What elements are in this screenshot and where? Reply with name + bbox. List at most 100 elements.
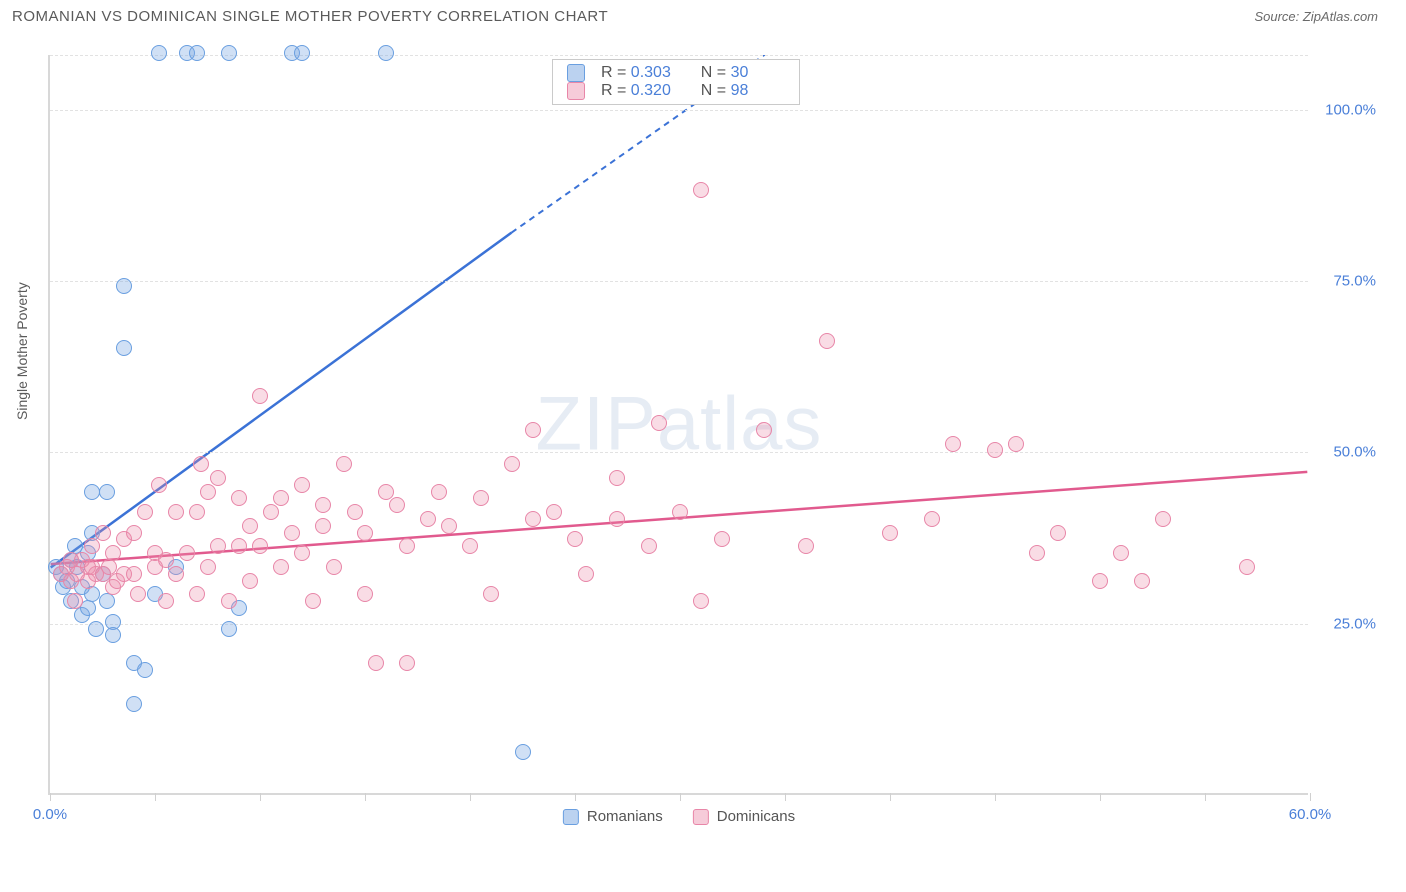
data-point	[756, 422, 772, 438]
data-point	[336, 456, 352, 472]
data-point	[378, 45, 394, 61]
data-point	[525, 422, 541, 438]
x-tick	[890, 793, 891, 801]
x-tick	[1205, 793, 1206, 801]
data-point	[189, 586, 205, 602]
x-tick	[785, 793, 786, 801]
data-point	[1050, 525, 1066, 541]
data-point	[399, 538, 415, 554]
data-point	[126, 525, 142, 541]
data-point	[609, 511, 625, 527]
data-point	[567, 531, 583, 547]
data-point	[368, 655, 384, 671]
data-point	[84, 586, 100, 602]
data-point	[252, 538, 268, 554]
data-point	[294, 45, 310, 61]
gridline	[50, 281, 1308, 282]
data-point	[294, 477, 310, 493]
y-axis-label: Single Mother Poverty	[14, 282, 30, 420]
data-point	[945, 436, 961, 452]
data-point	[357, 586, 373, 602]
data-point	[798, 538, 814, 554]
data-point	[609, 470, 625, 486]
legend-row-romanians: R = 0.303 N = 30	[567, 64, 785, 82]
x-tick	[50, 793, 51, 801]
data-point	[130, 586, 146, 602]
y-tick-label: 50.0%	[1333, 444, 1376, 461]
data-point	[294, 545, 310, 561]
data-point	[714, 531, 730, 547]
data-point	[158, 593, 174, 609]
series-legend: Romanians Dominicans	[563, 808, 795, 825]
x-tick	[470, 793, 471, 801]
data-point	[105, 627, 121, 643]
data-point	[84, 484, 100, 500]
data-point	[273, 559, 289, 575]
x-tick-label: 60.0%	[1289, 806, 1332, 823]
data-point	[882, 525, 898, 541]
data-point	[924, 511, 940, 527]
x-tick	[575, 793, 576, 801]
data-point	[515, 744, 531, 760]
data-point	[378, 484, 394, 500]
data-point	[231, 538, 247, 554]
data-point	[273, 490, 289, 506]
data-point	[221, 45, 237, 61]
data-point	[126, 566, 142, 582]
data-point	[431, 484, 447, 500]
data-point	[67, 593, 83, 609]
watermark: ZIPatlas	[536, 381, 823, 468]
data-point	[252, 388, 268, 404]
data-point	[88, 621, 104, 637]
x-tick	[1310, 793, 1311, 801]
data-point	[389, 497, 405, 513]
trendlines-svg	[50, 55, 1308, 793]
data-point	[641, 538, 657, 554]
data-point	[525, 511, 541, 527]
data-point	[210, 538, 226, 554]
data-point	[137, 662, 153, 678]
data-point	[126, 696, 142, 712]
correlation-legend: R = 0.303 N = 30 R = 0.320 N = 98	[552, 59, 800, 105]
data-point	[137, 504, 153, 520]
x-tick	[155, 793, 156, 801]
data-point	[200, 559, 216, 575]
data-point	[200, 484, 216, 500]
data-point	[193, 456, 209, 472]
data-point	[819, 333, 835, 349]
swatch-icon	[693, 809, 709, 825]
data-point	[168, 504, 184, 520]
data-point	[441, 518, 457, 534]
data-point	[1113, 545, 1129, 561]
y-tick-label: 25.0%	[1333, 615, 1376, 632]
data-point	[158, 552, 174, 568]
y-tick-label: 75.0%	[1333, 273, 1376, 290]
data-point	[151, 477, 167, 493]
data-point	[116, 340, 132, 356]
data-point	[1029, 545, 1045, 561]
swatch-icon	[567, 82, 585, 100]
gridline	[50, 55, 1308, 56]
data-point	[315, 497, 331, 513]
legend-item: Romanians	[563, 808, 663, 825]
data-point	[263, 504, 279, 520]
legend-row-dominicans: R = 0.320 N = 98	[567, 82, 785, 100]
gridline	[50, 452, 1308, 453]
data-point	[651, 415, 667, 431]
data-point	[210, 470, 226, 486]
data-point	[473, 490, 489, 506]
data-point	[1008, 436, 1024, 452]
data-point	[242, 573, 258, 589]
swatch-icon	[563, 809, 579, 825]
data-point	[693, 182, 709, 198]
data-point	[179, 545, 195, 561]
x-tick-label: 0.0%	[33, 806, 67, 823]
data-point	[504, 456, 520, 472]
x-tick	[365, 793, 366, 801]
legend-item: Dominicans	[693, 808, 795, 825]
data-point	[420, 511, 436, 527]
data-point	[357, 525, 373, 541]
x-tick	[995, 793, 996, 801]
x-tick	[1100, 793, 1101, 801]
data-point	[1155, 511, 1171, 527]
